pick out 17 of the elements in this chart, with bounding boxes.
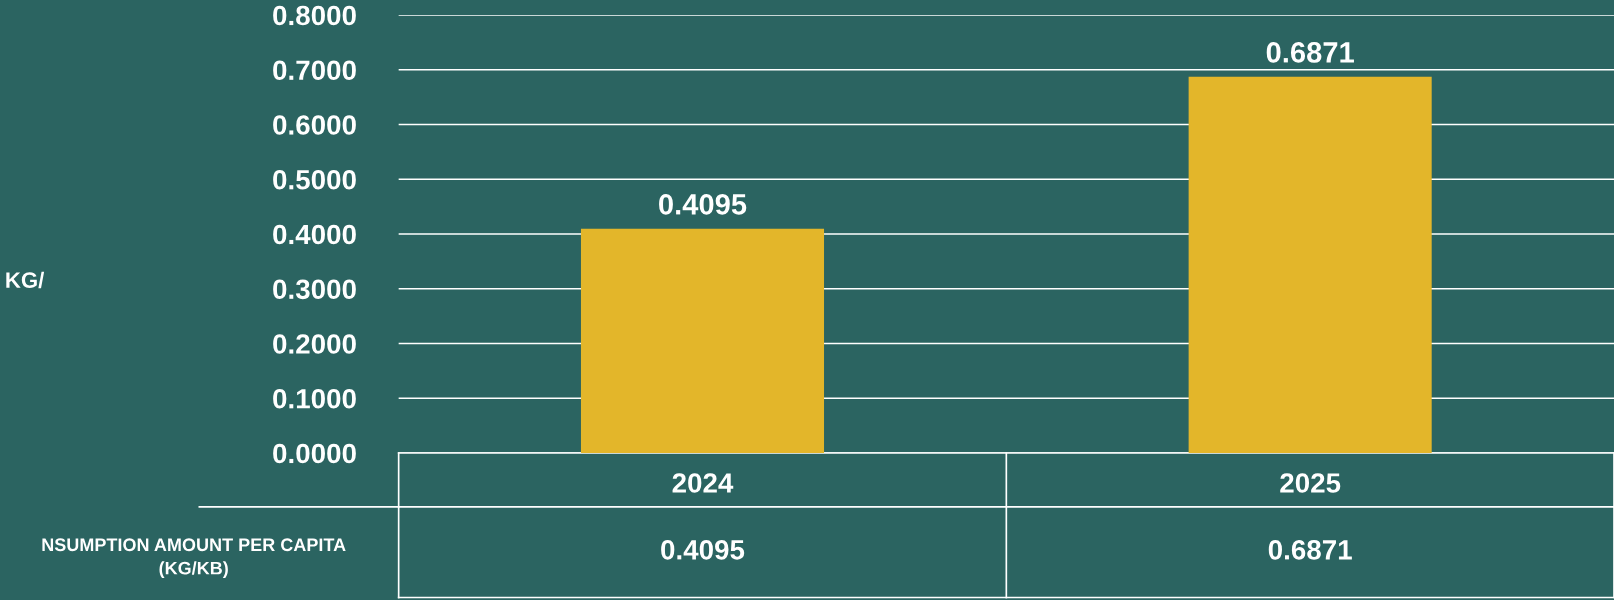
text: 0.4095	[659, 194, 747, 215]
y-tick-label: 0.2000	[273, 334, 356, 354]
data-label: 0.4095	[661, 539, 745, 560]
text: NSUMPTION AMOUNT PER CAPITA (KG/KB)	[42, 538, 346, 579]
text: KG/	[6, 271, 45, 289]
data-label: 0.6871	[1268, 539, 1352, 560]
y-tick-label: 0.6000	[273, 115, 356, 135]
y-tick-label: 0.1000	[273, 388, 356, 409]
x-tick-label: 2024	[672, 473, 734, 493]
y-tick-label: 0.3000	[273, 279, 356, 300]
y-tick-label: 0.0000	[273, 443, 356, 464]
x-tick-label: 2025	[1280, 473, 1341, 493]
y-tick-label: 0.5000	[273, 169, 356, 190]
y-tick-label: 0.8000	[273, 5, 356, 26]
text: 0.6871	[1266, 42, 1354, 63]
y-tick-label: 0.7000	[273, 60, 356, 81]
y-tick-label: 0.4000	[273, 224, 356, 245]
